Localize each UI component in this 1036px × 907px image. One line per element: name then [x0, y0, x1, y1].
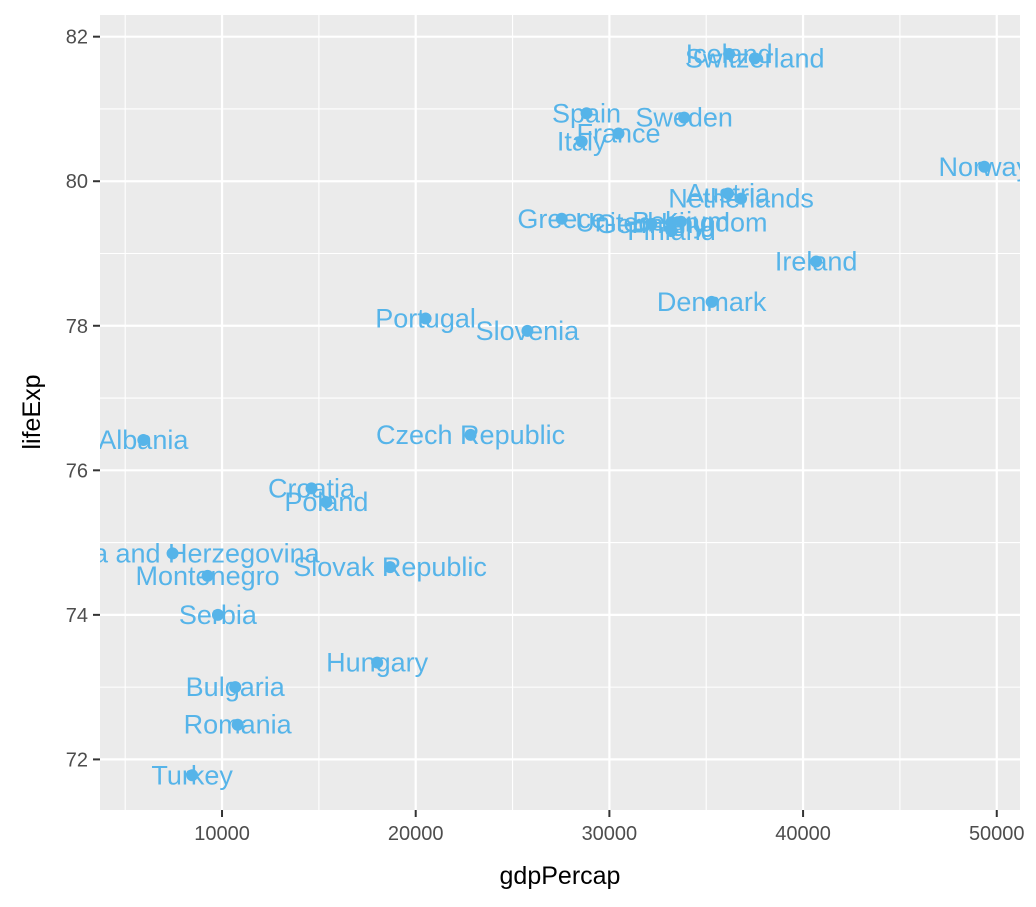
point-bosnia-and-herzegovina [166, 547, 179, 560]
point-belgium [674, 215, 687, 228]
label-italy: Italy [557, 126, 607, 156]
point-sweden [678, 111, 691, 124]
point-slovenia [521, 324, 534, 337]
point-slovak-republic [384, 561, 397, 574]
point-albania [137, 433, 150, 446]
label-norway: Norway [939, 152, 1031, 182]
label-switzerland: Switzerland [685, 43, 825, 73]
label-hungary: Hungary [326, 648, 429, 678]
point-france [612, 127, 625, 140]
x-tick-label: 10000 [194, 823, 250, 845]
label-germany: Germany [596, 209, 708, 239]
y-tick-label: 82 [66, 27, 88, 49]
data-points [137, 48, 991, 782]
minor-gridlines [100, 15, 1020, 810]
point-italy [575, 135, 588, 148]
point-hungary [371, 656, 384, 669]
y-axis-title: lifeExp [18, 374, 46, 449]
label-iceland: Iceland [686, 39, 773, 69]
x-tick-label: 20000 [388, 823, 444, 845]
y-tick-label: 80 [66, 171, 88, 193]
label-portugal: Portugal [375, 304, 476, 334]
label-albania: Albania [98, 425, 189, 455]
point-norway [978, 160, 991, 173]
plot-panel [100, 15, 1020, 810]
x-tick-label: 40000 [775, 823, 831, 845]
point-romania [231, 718, 244, 731]
label-belgium: Belgium [632, 207, 730, 237]
label-romania: Romania [184, 710, 293, 740]
label-croatia: Croatia [268, 473, 356, 503]
point-finland [665, 225, 678, 238]
x-tick-label: 50000 [969, 823, 1025, 845]
x-axis-title: gdpPercap [500, 862, 621, 890]
label-czech-republic: Czech Republic [376, 420, 565, 450]
point-austria [722, 187, 735, 200]
label-slovak-republic: Slovak Republic [293, 552, 487, 582]
major-gridlines [100, 15, 1020, 810]
point-poland [320, 496, 333, 509]
label-netherlands: Netherlands [668, 184, 814, 214]
point-bulgaria [229, 681, 242, 694]
point-montenegro [201, 569, 214, 582]
x-tick-label: 30000 [582, 823, 638, 845]
label-bosnia-and-herzegovina: Bosnia and Herzegovina [25, 538, 320, 568]
y-tick-label: 74 [66, 605, 88, 627]
label-turkey: Turkey [151, 760, 233, 790]
point-greece [555, 212, 568, 225]
label-poland: Poland [284, 487, 368, 517]
label-denmark: Denmark [657, 287, 767, 317]
y-tick-label: 72 [66, 749, 88, 771]
label-slovenia: Slovenia [476, 316, 581, 346]
point-germany [645, 217, 658, 230]
label-serbia: Serbia [179, 600, 258, 630]
label-bulgaria: Bulgaria [186, 672, 286, 702]
point-czech-republic [464, 428, 477, 441]
point-ireland [810, 255, 823, 268]
label-united-kingdom: United Kingdom [575, 207, 767, 237]
label-austria: Austria [686, 179, 771, 209]
point-netherlands [735, 192, 748, 205]
y-axis-ticks: 72 74 76 78 80 82 [66, 27, 100, 771]
point-portugal [419, 312, 432, 325]
label-greece: Greece [517, 204, 606, 234]
point-united-kingdom [665, 216, 678, 229]
x-axis-ticks: 10000 20000 30000 40000 50000 [194, 810, 1025, 845]
point-croatia [305, 482, 318, 495]
label-finland: Finland [627, 216, 716, 246]
point-spain [580, 107, 593, 120]
point-serbia [211, 608, 224, 621]
label-ireland: Ireland [775, 246, 858, 276]
label-france: France [576, 119, 660, 149]
label-montenegro: Montenegro [136, 561, 280, 591]
label-sweden: Sweden [635, 103, 733, 133]
point-iceland [723, 48, 736, 61]
y-tick-label: 76 [66, 460, 88, 482]
point-denmark [705, 295, 718, 308]
point-turkey [186, 769, 199, 782]
point-switzerland [748, 52, 761, 65]
y-tick-label: 78 [66, 316, 88, 338]
label-spain: Spain [552, 98, 621, 128]
